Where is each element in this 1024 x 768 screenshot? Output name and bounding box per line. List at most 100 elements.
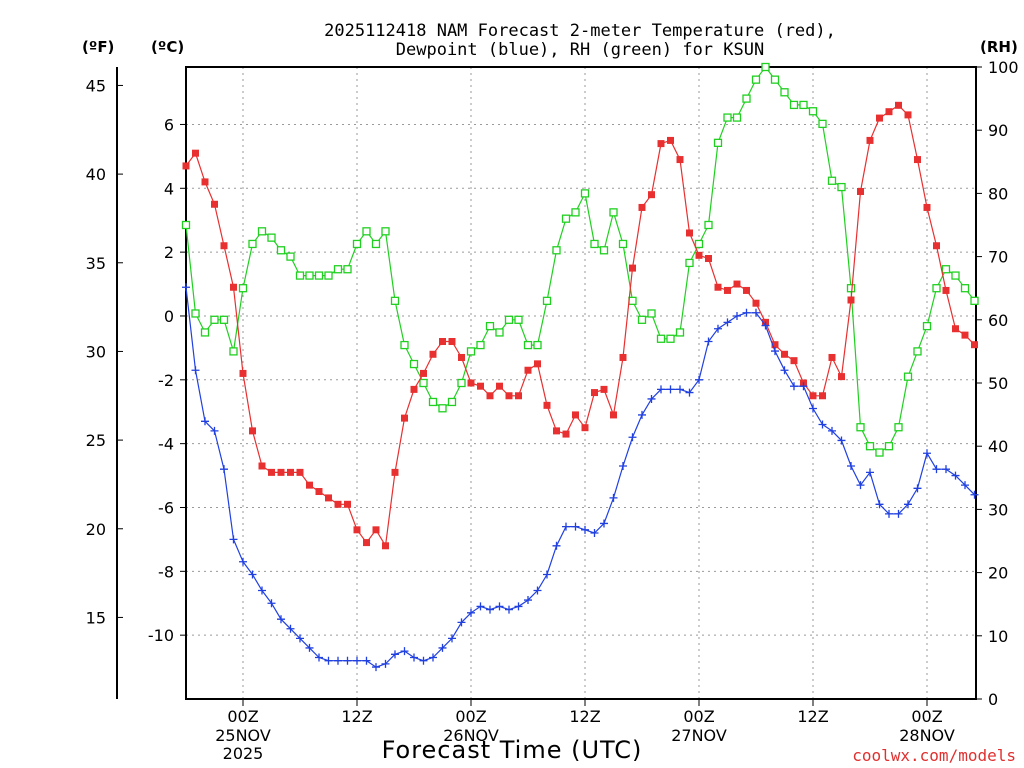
- rh-point: [447, 397, 457, 407]
- rh-point: [438, 404, 447, 413]
- dewpoint-point: [324, 656, 333, 665]
- rh-point: [922, 321, 932, 331]
- temperature-point: [334, 500, 342, 508]
- temperature-point: [372, 526, 380, 534]
- rh-point: [257, 227, 267, 236]
- dewpoint-point: [533, 586, 542, 595]
- dewpoint-point: [277, 615, 285, 624]
- dewpoint-point: [448, 634, 456, 643]
- temperature-point: [448, 338, 456, 346]
- rh-point: [609, 208, 618, 217]
- temperature-point: [581, 424, 589, 432]
- dewpoint-point: [619, 461, 627, 470]
- rh-point: [742, 94, 751, 103]
- time-tick-date: 25NOV: [215, 726, 271, 745]
- dewpoint-point: [543, 570, 551, 579]
- celsius-tick-label: 0: [164, 307, 174, 326]
- dewpoint-point: [780, 366, 789, 375]
- dewpoint-point: [771, 347, 779, 356]
- temperature-point: [477, 382, 484, 390]
- temperature-point: [287, 468, 294, 476]
- dewpoint-point: [885, 509, 893, 518]
- rh-point: [428, 397, 438, 407]
- temperature-point: [410, 385, 418, 393]
- dewpoint-point: [685, 388, 694, 397]
- dewpoint-point: [970, 490, 979, 499]
- rh-point: [846, 284, 856, 293]
- temperature-point: [619, 353, 627, 361]
- rh-point: [571, 208, 580, 217]
- time-tick-hour: 12Z: [341, 707, 372, 726]
- rh-point: [267, 233, 276, 242]
- dewpoint-point: [704, 337, 713, 346]
- rh-point: [637, 315, 647, 324]
- time-tick-date: 28NOV: [899, 726, 955, 745]
- fahrenheit-axis-ticks: 45 40 35 30 25 20 15: [86, 76, 123, 627]
- dewpoint-point: [315, 653, 323, 662]
- rh-tick-label: 100: [988, 58, 1019, 77]
- rh-tick-label: 30: [988, 500, 1008, 519]
- temperature-point: [429, 350, 437, 358]
- fahrenheit-tick-label: 20: [86, 520, 106, 539]
- rh-point: [352, 239, 362, 249]
- rh-point: [618, 239, 628, 249]
- temperature-point: [942, 286, 950, 294]
- temperature-line: [185, 104, 975, 548]
- rh-point: [884, 442, 894, 451]
- dewpoint-point: [676, 385, 684, 394]
- temperature-point: [752, 299, 760, 307]
- temperature-point: [610, 411, 617, 419]
- rh-point: [561, 214, 571, 223]
- rh-point: [894, 423, 903, 432]
- time-tick-hour: 00Z: [227, 707, 258, 726]
- temperature-point: [258, 462, 266, 470]
- rh-point: [343, 265, 352, 274]
- temperature-point: [524, 366, 532, 374]
- rh-point: [248, 239, 257, 249]
- rh-point: [333, 265, 343, 274]
- rh-point: [485, 321, 495, 331]
- dewpoint-point: [239, 557, 247, 566]
- dewpoint-point: [571, 522, 580, 531]
- temperature-point: [553, 427, 560, 435]
- temperature-point: [790, 357, 798, 365]
- rh-point: [780, 88, 789, 97]
- dewpoint-point: [391, 650, 399, 659]
- temperature-point: [895, 101, 902, 109]
- temperature-point: [638, 203, 646, 211]
- dewpoint-point: [790, 382, 798, 391]
- rh-point: [457, 378, 466, 388]
- temperature-point: [714, 283, 722, 291]
- dewpoint-point: [657, 385, 665, 394]
- dewpoint-point: [258, 586, 266, 595]
- dewpoint-point: [191, 366, 200, 375]
- rh-point: [951, 271, 960, 280]
- rh-point: [419, 378, 428, 388]
- temperature-point: [933, 242, 940, 250]
- dewpoint-point: [353, 656, 361, 665]
- rh-point: [789, 100, 799, 110]
- rh-point: [656, 334, 666, 343]
- dewpoint-point: [818, 420, 827, 429]
- rh-point: [523, 340, 533, 350]
- rh-point: [314, 271, 324, 280]
- fahrenheit-tick-label: 45: [86, 76, 106, 95]
- chart-title-line-1: 2025112418 NAM Forecast 2-meter Temperat…: [324, 21, 836, 41]
- dewpoint-point: [296, 634, 304, 643]
- rh-point: [504, 315, 514, 324]
- rh-point: [960, 284, 970, 293]
- rh-point: [770, 75, 780, 84]
- temperature-point: [325, 494, 332, 502]
- rh-point: [903, 372, 913, 381]
- temperature-point: [230, 283, 237, 291]
- dewpoint-point: [476, 602, 485, 611]
- temperature-point: [353, 526, 361, 534]
- temperature-point: [828, 353, 836, 361]
- dewpoint-point: [505, 605, 513, 614]
- temperature-point: [904, 111, 912, 119]
- rh-point: [181, 220, 191, 230]
- time-tick-date: 27NOV: [671, 726, 727, 745]
- dewpoint-series: [182, 283, 979, 672]
- rh-point: [552, 246, 561, 255]
- dewpoint-point: [495, 602, 504, 611]
